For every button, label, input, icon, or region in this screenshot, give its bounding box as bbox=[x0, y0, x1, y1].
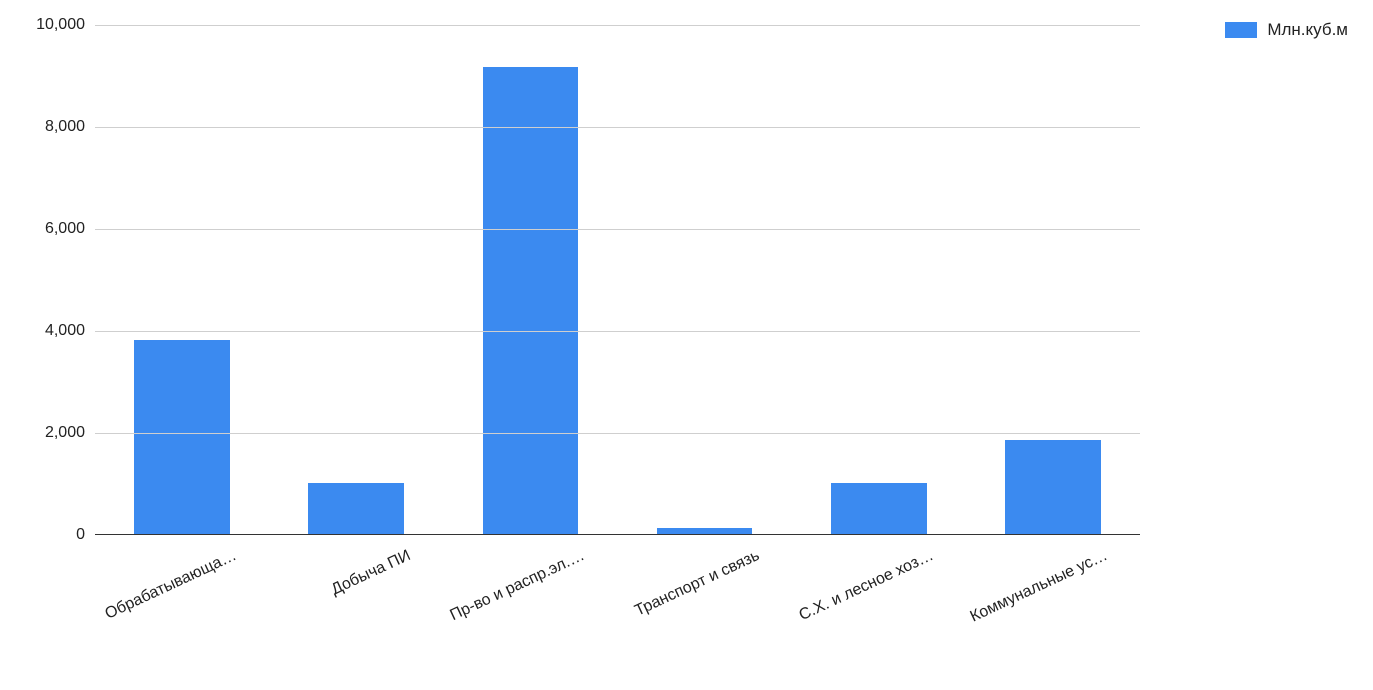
x-tick-label: Добыча ПИ bbox=[134, 547, 413, 690]
gridline bbox=[95, 127, 1140, 128]
gridline bbox=[95, 433, 1140, 434]
legend: Млн.куб.м bbox=[1225, 20, 1348, 40]
y-tick-label: 10,000 bbox=[0, 16, 95, 34]
y-tick-label: 0 bbox=[0, 526, 95, 544]
bar bbox=[657, 528, 753, 534]
bar bbox=[134, 340, 230, 534]
y-tick-label: 2,000 bbox=[0, 424, 95, 442]
bar bbox=[831, 483, 927, 534]
bar bbox=[483, 67, 579, 534]
x-tick-label: С.Х. и лесное хоз… bbox=[657, 547, 936, 690]
x-tick-label: Пр-во и распр.эл.… bbox=[309, 547, 588, 690]
bar bbox=[1005, 440, 1101, 534]
bars-container bbox=[95, 25, 1140, 534]
bar bbox=[308, 483, 404, 534]
legend-swatch bbox=[1225, 22, 1257, 38]
x-tick-label: Обрабатывающа… bbox=[0, 547, 240, 690]
x-tick-label: Транспорт и связь bbox=[483, 547, 762, 690]
gridline bbox=[95, 331, 1140, 332]
legend-label: Млн.куб.м bbox=[1267, 20, 1348, 40]
gridline bbox=[95, 229, 1140, 230]
gridline bbox=[95, 25, 1140, 26]
y-tick-label: 8,000 bbox=[0, 118, 95, 136]
bar-chart: Млн.куб.м 02,0004,0006,0008,00010,000Обр… bbox=[0, 0, 1373, 655]
plot-area bbox=[95, 25, 1140, 535]
y-tick-label: 4,000 bbox=[0, 322, 95, 340]
y-tick-label: 6,000 bbox=[0, 220, 95, 238]
x-tick-label: Коммунальные ус… bbox=[831, 547, 1110, 690]
